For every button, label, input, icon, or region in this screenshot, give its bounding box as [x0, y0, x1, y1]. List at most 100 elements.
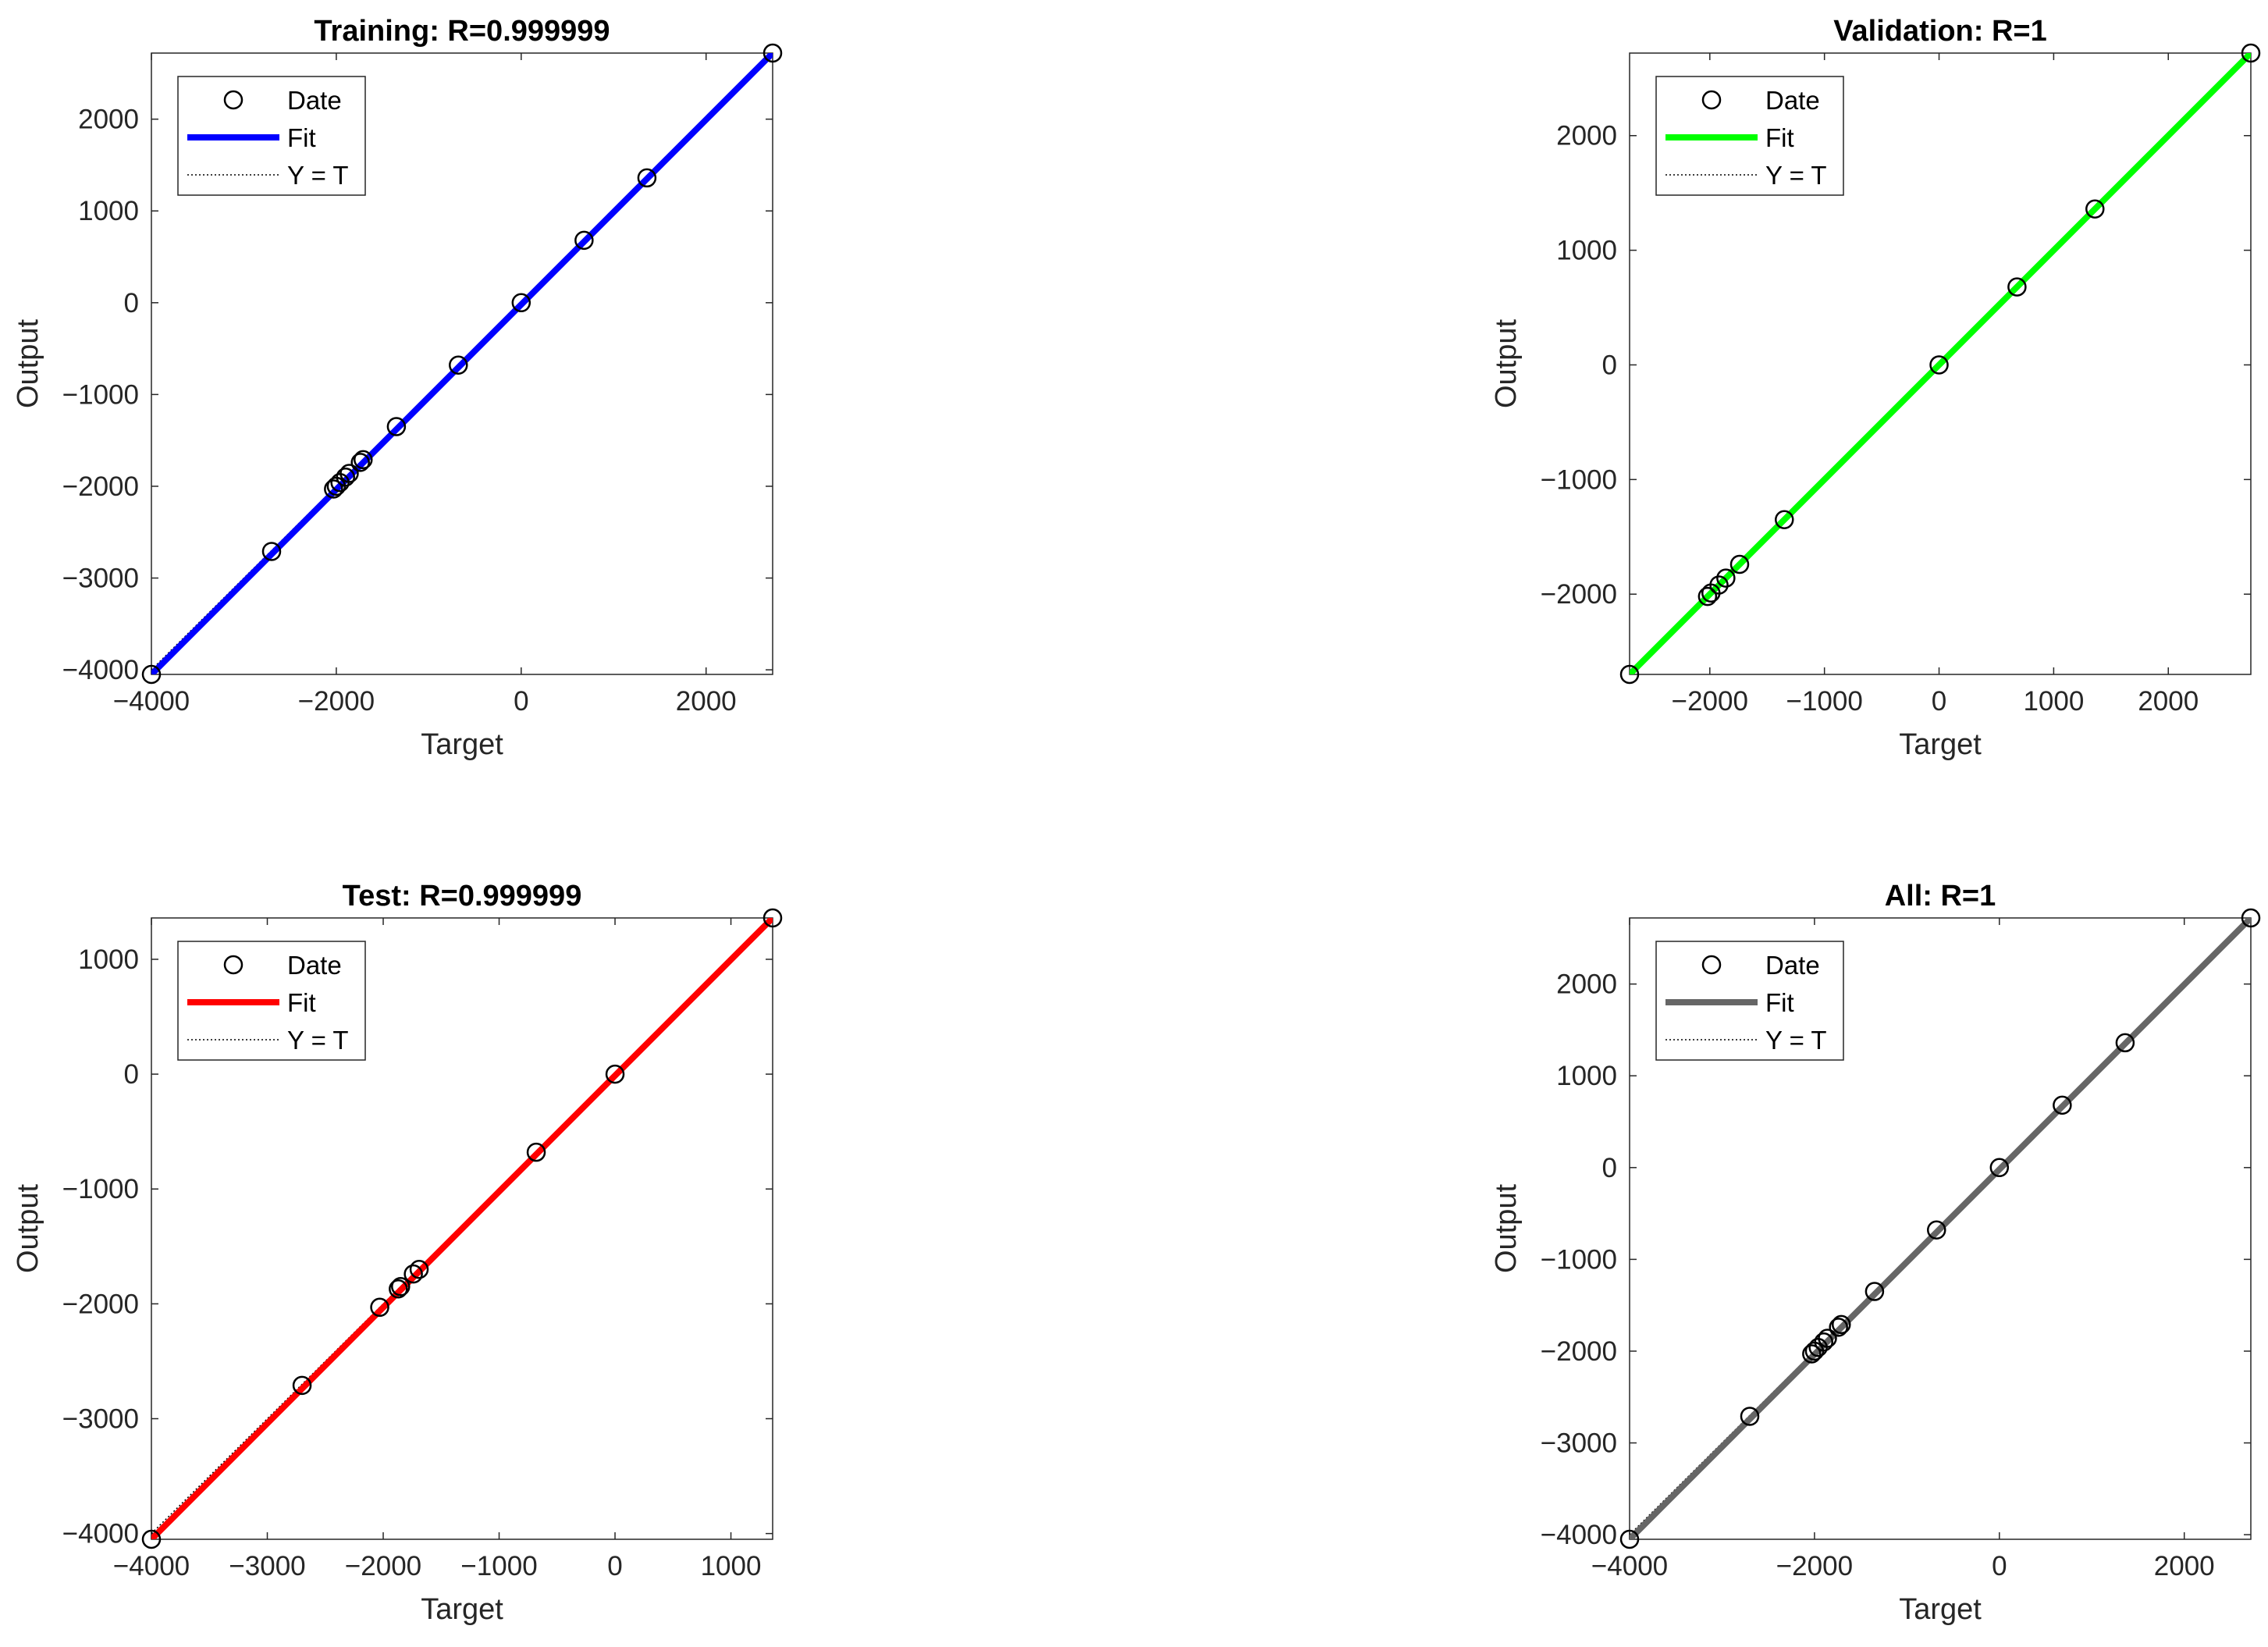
data-point — [386, 417, 407, 436]
legend-entry: Y = T — [287, 161, 349, 190]
y-tick-label: −3000 — [1541, 1428, 1617, 1459]
y-axis-label: Output — [1490, 319, 1523, 409]
data-point — [1989, 1158, 2010, 1178]
legend: Date Fit Y = T — [177, 941, 366, 1061]
x-tick-label: 1000 — [701, 1551, 762, 1581]
y-axis-label: Output — [1490, 1184, 1523, 1274]
y-tick-label: −3000 — [62, 1404, 139, 1435]
data-point — [1619, 664, 1640, 685]
data-point — [2241, 908, 2261, 928]
y-tick-label: 2000 — [1556, 969, 1617, 1000]
legend-entry: Date — [1765, 86, 1820, 115]
data-point — [1818, 1329, 1837, 1348]
data-point — [1865, 1282, 1885, 1301]
data-point — [1927, 1220, 1946, 1240]
data-point — [1716, 568, 1736, 588]
y-tick-label: −1000 — [1541, 1244, 1617, 1275]
y-tick-label: 0 — [1602, 1153, 1617, 1183]
data-point — [292, 1375, 312, 1396]
data-point — [1709, 575, 1729, 595]
data-point — [763, 43, 783, 63]
x-tick-label: 2000 — [676, 686, 737, 717]
legend-entry: Fit — [1765, 988, 1794, 1017]
legend-entry: Y = T — [287, 1026, 349, 1055]
x-tick-label: 0 — [514, 686, 528, 717]
data-point — [141, 1529, 162, 1549]
x-tick-label: −2000 — [345, 1551, 421, 1581]
data-point — [261, 542, 282, 561]
legend-marker-date — [223, 90, 244, 110]
y-tick-label: −3000 — [62, 564, 139, 594]
legend-entry: Y = T — [1765, 1026, 1827, 1055]
data-point — [2085, 199, 2105, 219]
data-point — [1729, 554, 1750, 574]
data-point — [403, 1264, 423, 1284]
y-tick-label: −1000 — [1541, 464, 1617, 495]
x-tick-label: −3000 — [229, 1551, 305, 1581]
data-point — [354, 450, 373, 470]
data-point — [336, 467, 355, 487]
y-tick-label: 1000 — [1556, 1061, 1617, 1091]
data-point — [1697, 586, 1718, 607]
data-point — [2115, 1033, 2135, 1053]
data-point — [2241, 43, 2261, 63]
y-tick-label: −2000 — [1541, 579, 1617, 610]
data-point — [2053, 1095, 2072, 1115]
data-point — [1619, 1529, 1640, 1549]
fit-line — [1630, 918, 2251, 1539]
x-tick-label: −1000 — [460, 1551, 537, 1581]
legend: Date Fit Y = T — [1655, 941, 1844, 1061]
legend-marker-date — [1701, 90, 1722, 110]
y-tick-label: −4000 — [1541, 1520, 1617, 1550]
x-tick-label: −2000 — [298, 686, 375, 717]
data-point — [1802, 1344, 1822, 1364]
legend-entry: Fit — [1765, 123, 1794, 152]
legend: Date Fit Y = T — [1655, 76, 1844, 196]
y-tick-label: −2000 — [1541, 1336, 1617, 1367]
y-axis-label: Output — [12, 319, 44, 409]
data-point — [370, 1297, 389, 1318]
data-point — [605, 1064, 625, 1084]
data-point — [339, 464, 359, 483]
y-tick-label: −1000 — [62, 379, 139, 410]
x-tick-label: 2000 — [2154, 1551, 2215, 1581]
x-tick-label: 2000 — [2138, 686, 2199, 717]
data-point — [1740, 1407, 1760, 1426]
y-tick-label: 1000 — [1556, 236, 1617, 266]
y-tick-label: 0 — [1602, 350, 1617, 380]
y-axis-label: Output — [12, 1184, 44, 1274]
legend-entry: Date — [287, 951, 342, 980]
y-tick-label: −1000 — [62, 1174, 139, 1204]
legend-marker-date — [1701, 955, 1722, 975]
chart-title: Training: R=0.999999 — [314, 15, 610, 48]
x-tick-label: −2000 — [1776, 1551, 1853, 1581]
y-tick-label: −2000 — [62, 471, 139, 502]
y-tick-label: 2000 — [1556, 121, 1617, 151]
y-tick-label: 1000 — [78, 944, 139, 975]
x-tick-label: −4000 — [113, 1551, 190, 1581]
data-point — [637, 168, 657, 188]
legend-marker-date — [223, 955, 244, 975]
chart-title: All: R=1 — [1885, 880, 1996, 912]
y-tick-label: −4000 — [62, 1519, 139, 1549]
data-point — [391, 1277, 411, 1297]
x-axis-label: Target — [421, 728, 503, 761]
chart-panel-2: −2000 −1000 0 1000 2000 −2000 −1000 0 1000 2000 Va… — [1490, 15, 2261, 761]
chart-title: Validation: R=1 — [1833, 15, 2046, 48]
data-point — [526, 1142, 546, 1162]
data-point — [389, 1279, 408, 1299]
y-tick-label: −4000 — [62, 655, 139, 685]
x-tick-label: −1000 — [1786, 686, 1863, 717]
fit-line — [151, 53, 773, 674]
x-axis-label: Target — [421, 1593, 503, 1626]
x-tick-label: 0 — [1992, 1551, 2007, 1581]
x-axis-label: Target — [1899, 1593, 1982, 1626]
y-tick-label: 0 — [124, 1059, 139, 1090]
chart-panel-4: −4000 −2000 0 2000 −4000 −3000 −2000 −1000 0 1000… — [1490, 880, 2261, 1626]
y-tick-label: 1000 — [78, 196, 139, 226]
legend-entry: Fit — [287, 123, 316, 152]
data-point — [449, 355, 468, 375]
data-point — [1775, 510, 1794, 529]
x-tick-label: −4000 — [1591, 1551, 1668, 1581]
